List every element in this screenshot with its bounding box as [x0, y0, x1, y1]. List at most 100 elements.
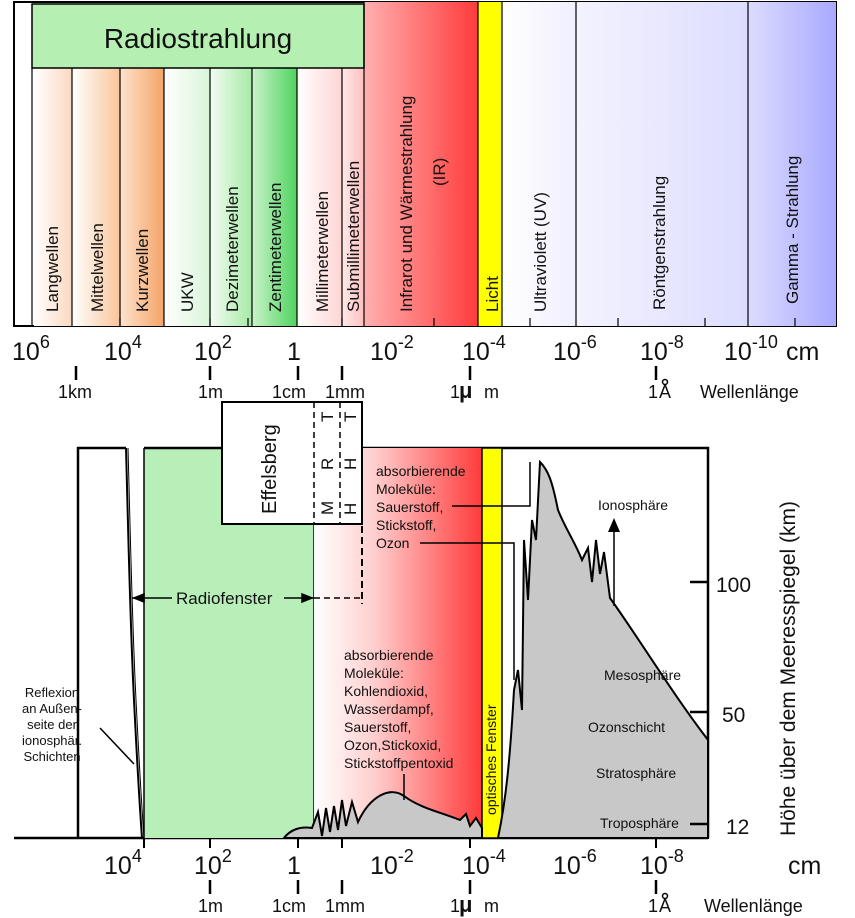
bottom-sub-labels: 1m 1cm 1mm 1 μ m 1 A Wellenlänge [198, 892, 803, 917]
inset-letter-r: R [318, 458, 337, 470]
top-panel: Radiostrahlung Langwellen [13, 1, 837, 327]
label-licht: Licht [483, 276, 502, 312]
band-submillimeter [342, 68, 364, 326]
ionosphere-arrow-icon [608, 518, 620, 532]
band-labels: Langwellen Mittelwellen Kurzwellen UKW D… [43, 96, 802, 312]
label-gamma: Gamma - Strahlung [783, 156, 802, 304]
top-sub-1m: 1m [198, 382, 223, 402]
top-sub-labels: 1km 1m 1cm 1mm 1 μ m 1 A Wellenlänge [58, 378, 799, 403]
band-zentimeter [252, 68, 297, 326]
inset-name: Effelsberg [259, 424, 281, 514]
top-sub-1cm: 1cm [272, 382, 306, 402]
bottom-axis: 104 102 1 10-2 10-4 10-6 10-8 cm 1m 1cm … [104, 838, 821, 917]
band-uv [502, 2, 576, 326]
height-axis-title: Höhe über dem Meeresspiegel (km) [777, 501, 800, 836]
top-sub-mu-symbol: μ [459, 378, 472, 403]
absorb-top-4: Ozon [376, 535, 409, 551]
top-axis-minor-ticks [119, 318, 796, 326]
bottom-sub-wellenlaenge: Wellenlänge [704, 896, 803, 916]
absorb-mid-0: absorbierende [344, 647, 434, 663]
lower-chart: optisches Fenster Radiofenster Effelsber… [14, 401, 800, 840]
bottom-sub-1cm: 1cm [272, 896, 306, 916]
reflexion-3: ionosphär. [22, 733, 82, 748]
top-sub-mum: m [484, 382, 499, 402]
layer-labels: Ionosphäre Mesosphäre Ozonschicht Strato… [588, 497, 681, 831]
top-sub-1km: 1km [58, 382, 92, 402]
band-mittelwellen [72, 68, 120, 326]
optical-window [481, 447, 503, 839]
top-tick-1e-8: 10-8 [640, 332, 684, 366]
radiofenster-label: Radiofenster [176, 589, 273, 608]
layer-stratosphaere: Stratosphäre [596, 765, 676, 781]
top-tick-1e-6: 10-6 [553, 332, 597, 366]
absorb-mid-1: Moleküle: [344, 665, 404, 681]
top-tick-1e-4: 10-4 [462, 332, 506, 366]
top-tick-1: 1 [287, 338, 301, 366]
band-kurzwellen [120, 68, 164, 326]
absorb-top-0: absorbierende [376, 463, 466, 479]
top-sub-angstrom-one: 1 [648, 382, 658, 402]
inset-letter-t2: T [341, 412, 360, 422]
layer-troposphaere: Troposphäre [600, 815, 679, 831]
absorb-mid-4: Sauerstoff, [344, 719, 411, 735]
band-licht [478, 2, 502, 326]
top-tick-1e6: 106 [12, 332, 50, 366]
bottom-tick-1e2: 102 [194, 846, 232, 880]
bottom-tick-1e-2: 10-2 [370, 846, 414, 880]
absorb-mid-3: Wasserdampf, [344, 701, 434, 717]
absorption-low [281, 791, 483, 839]
inset-letter-h1: H [341, 503, 360, 515]
layer-ionosphaere: Ionosphäre [598, 497, 668, 513]
band-gamma [748, 2, 836, 326]
reflexion-2: seite der [27, 717, 78, 732]
bottom-sub-mum: m [484, 896, 499, 916]
bottom-tick-1e4: 104 [104, 846, 142, 880]
top-tick-1e-2: 10-2 [370, 332, 414, 366]
height-tick-12: 12 [726, 816, 749, 839]
inset-letter-h2: H [341, 458, 360, 470]
reflexion-0: Reflexion [25, 685, 79, 700]
band-roentgen [576, 2, 748, 326]
label-kurzwellen: Kurzwellen [133, 229, 152, 312]
top-sub-mu-one: 1 [450, 382, 460, 402]
reflexion-curve [125, 447, 143, 839]
top-axis-values: 106 104 102 1 10-2 10-4 10-6 10-8 10-10 … [12, 332, 819, 366]
bottom-sub-mu-one: 1 [450, 896, 460, 916]
absorb-mid-6: Stickstoffpentoxid [344, 755, 453, 771]
absorb-top-1: Moleküle: [376, 481, 436, 497]
layer-ozonschicht: Ozonschicht [588, 719, 665, 735]
optical-window-label: optisches Fenster [483, 704, 499, 815]
angstrom-ring-icon-bottom [661, 892, 669, 900]
label-millimeter: Millimeterwellen [313, 191, 332, 312]
inset-box [221, 401, 363, 525]
bottom-axis-values: 104 102 1 10-2 10-4 10-6 10-8 cm [104, 846, 821, 880]
reflexion-pointer [99, 727, 135, 765]
label-submillimeter: Submillimeterwellen [344, 161, 363, 312]
left-frame [76, 446, 126, 838]
bottom-tick-1e-4: 10-4 [462, 846, 506, 880]
bottom-sub-angstrom-one: 1 [648, 896, 658, 916]
label-infrarot: Infrarot und Wärmestrahlung [397, 96, 416, 312]
label-mittelwellen: Mittelwellen [88, 223, 107, 312]
absorb-top-text: absorbierende Moleküle: Sauerstoff, Stic… [376, 463, 466, 551]
top-sub-wellenlaenge: Wellenlänge [700, 382, 799, 402]
bottom-sub-angstrom: A [659, 896, 671, 916]
height-tick-50: 50 [722, 704, 745, 727]
band-ukw [164, 68, 210, 326]
band-separators [31, 2, 749, 326]
label-uv: Ultraviolett (UV) [531, 192, 550, 312]
reflexion-text: Reflexion an Außen- seite der ionosphär.… [22, 685, 82, 764]
bottom-sub-ticks [208, 880, 658, 894]
radiofenster-arrow [131, 592, 362, 604]
radio-title: Radiostrahlung [104, 23, 292, 54]
label-dezimeter: Dezimeterwellen [223, 186, 242, 312]
absorb-top-2: Sauerstoff, [376, 499, 443, 515]
top-sub-ticks [74, 366, 658, 380]
bottom-axis-ticks [143, 838, 657, 848]
absorb-top-3: Stickstoff, [376, 517, 436, 533]
label-langwellen: Langwellen [43, 226, 62, 312]
absorb-mid-5: Ozon,Stickoxid, [344, 737, 441, 753]
absorb-mid-2: Kohlendioxid, [344, 683, 428, 699]
